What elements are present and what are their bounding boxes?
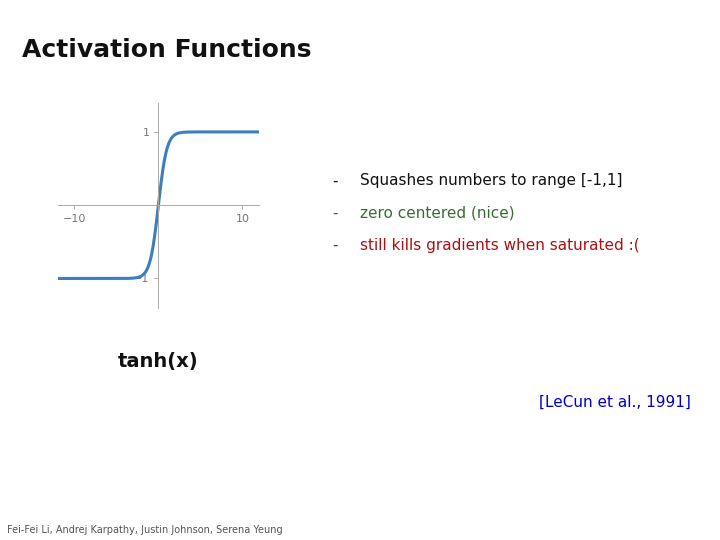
Text: [LeCun et al., 1991]: [LeCun et al., 1991] (539, 395, 691, 410)
Text: -: - (333, 206, 338, 221)
Text: -: - (333, 173, 338, 188)
Text: -: - (333, 238, 338, 253)
Text: zero centered (nice): zero centered (nice) (360, 206, 515, 221)
Text: tanh(x): tanh(x) (118, 352, 199, 372)
Text: Activation Functions: Activation Functions (22, 38, 311, 62)
Text: Fei-Fei Li, Andrej Karpathy, Justin Johnson, Serena Yeung: Fei-Fei Li, Andrej Karpathy, Justin John… (7, 524, 283, 535)
Text: Squashes numbers to range [-1,1]: Squashes numbers to range [-1,1] (360, 173, 623, 188)
Text: still kills gradients when saturated :(: still kills gradients when saturated :( (360, 238, 639, 253)
